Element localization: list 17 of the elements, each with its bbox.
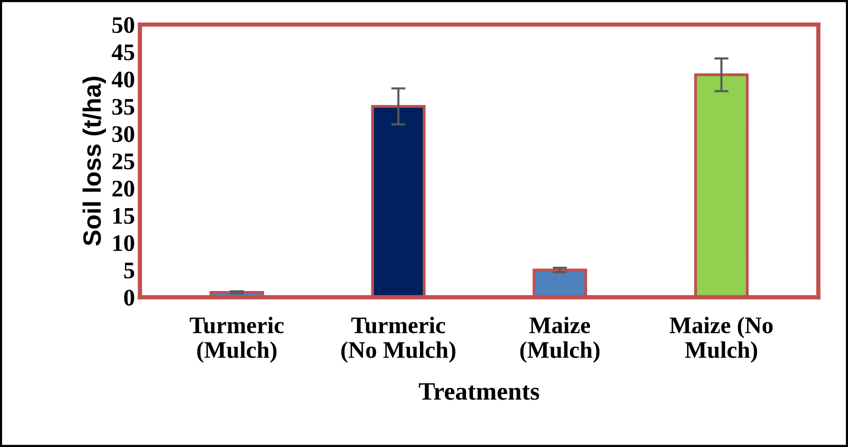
x-tick-label: Turmeric (Mulch) [190,316,284,363]
y-tick-label: 25 [112,153,134,170]
y-tick-label: 40 [112,72,134,88]
y-tick-label: 20 [112,180,134,197]
y-tick-label: 5 [124,262,134,278]
y-tick-label: 30 [112,126,134,142]
x-tick-label: Turmeric (No Mulch) [341,316,456,363]
y-tick-label: 10 [113,235,134,252]
y-tick-label: 0 [124,290,134,306]
y-tick-label: 45 [112,44,134,60]
y-tick-label: 15 [113,208,134,224]
x-tick-label: Maize (No Mulch) [670,316,773,363]
y-axis-title: Soil loss (t/ha) [82,76,106,246]
y-tick-label: 35 [112,98,134,115]
x-axis-title: Treatments [418,383,540,400]
y-tick-label: 50 [112,17,134,34]
x-tick-label: Maize (Mulch) [520,316,600,363]
